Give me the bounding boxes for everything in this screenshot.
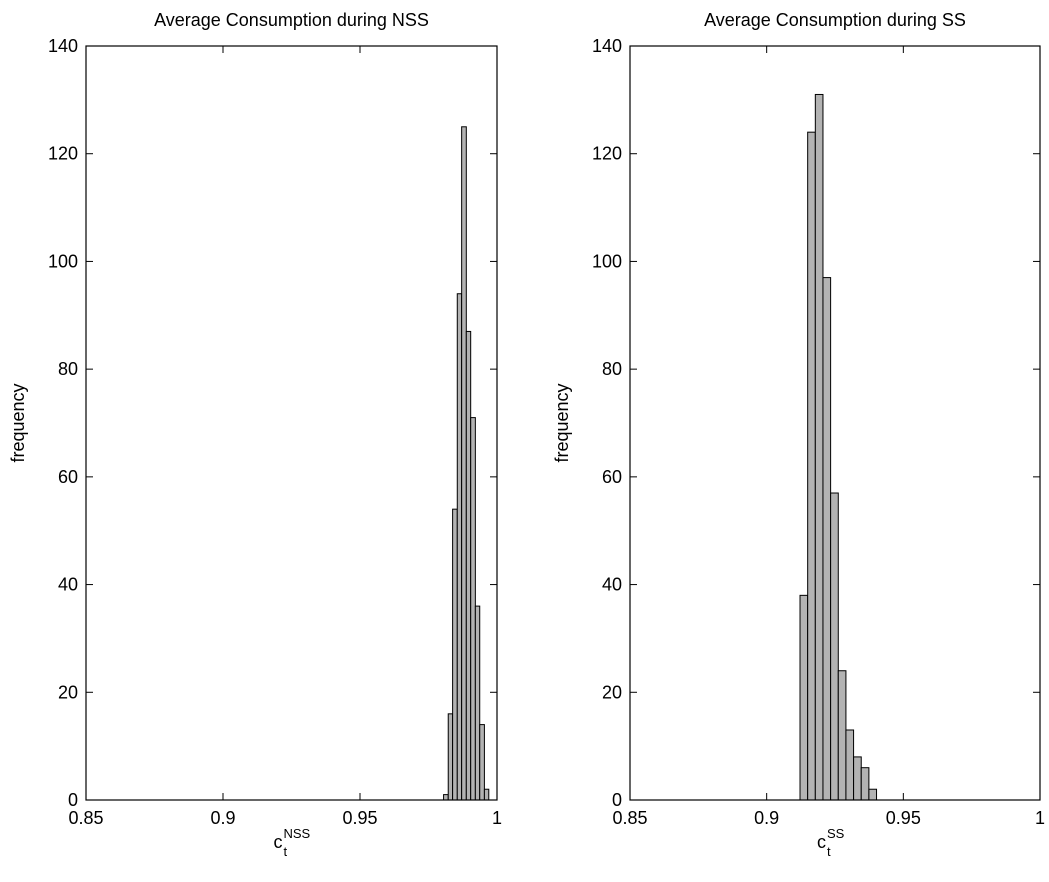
ss-histogram-panel: 0.85 0.9 0.95 1 0 20 40 60 80 100 120 140 Average Co…	[552, 10, 1045, 859]
ss-x-tick-label: 0.95	[886, 808, 921, 828]
nss-x-tick-label: 1	[492, 808, 502, 828]
ss-histogram-bar	[807, 131, 816, 801]
nss-y-tick-label: 0	[68, 790, 78, 810]
nss-histogram-bar	[474, 605, 481, 801]
nss-x-tick-label: 0.95	[342, 808, 377, 828]
ss-histogram-bar	[837, 670, 847, 801]
ss-y-tick-label: 60	[602, 467, 622, 487]
ss-y-tick-label: 140	[592, 36, 622, 56]
nss-y-tick-label: 100	[48, 251, 78, 271]
nss-histogram-bar	[465, 330, 472, 801]
ss-y-axis-label: frequency	[552, 383, 572, 462]
ss-histogram-bar	[822, 277, 832, 801]
ss-x-axis-label-sup: SS	[827, 826, 845, 841]
nss-axes-box	[85, 45, 498, 801]
ss-y-tick-label: 40	[602, 575, 622, 595]
ss-histogram-bar	[814, 93, 824, 801]
ss-y-tick-label: 0	[612, 790, 622, 810]
nss-histogram-bar	[447, 713, 454, 801]
nss-x-tick-label: 0.9	[210, 808, 235, 828]
nss-y-tick-label: 40	[58, 575, 78, 595]
ss-y-tick-label: 120	[592, 144, 622, 164]
nss-y-tick-label: 140	[48, 36, 78, 56]
nss-y-tick-label: 20	[58, 682, 78, 702]
ss-histogram-bar	[799, 594, 809, 801]
ss-y-tick-label: 80	[602, 359, 622, 379]
ss-axes-box	[629, 45, 1041, 801]
ss-y-tick-label: 20	[602, 682, 622, 702]
ss-histogram-bar	[860, 767, 870, 801]
ss-histogram-bar	[845, 729, 855, 801]
nss-y-tick-label: 80	[58, 359, 78, 379]
nss-x-tick-label: 0.85	[68, 808, 103, 828]
nss-y-tick-label: 60	[58, 467, 78, 487]
ss-chart-title: Average Consumption during SS	[704, 10, 966, 30]
ss-x-axis-label-sub: t	[827, 844, 831, 859]
ss-x-tick-label: 0.9	[754, 808, 779, 828]
nss-histogram-bar	[452, 508, 458, 801]
nss-histogram-bar	[456, 293, 463, 801]
nss-histogram-bar	[470, 417, 476, 801]
nss-histogram-bar	[483, 788, 490, 801]
ss-histogram-bar	[868, 788, 878, 801]
ss-x-tick-label: 0.85	[612, 808, 647, 828]
ss-x-axis-label-base: c	[817, 832, 826, 852]
ss-histogram-bar	[830, 492, 839, 801]
nss-x-axis-label-base: c	[274, 832, 283, 852]
nss-histogram-bar	[479, 724, 485, 801]
nss-y-tick-label: 120	[48, 144, 78, 164]
nss-histogram-bar	[461, 126, 467, 801]
ss-x-tick-label: 1	[1035, 808, 1045, 828]
nss-y-axis-label: frequency	[8, 383, 28, 462]
nss-histogram-panel: 0.85 0.9 0.95 1 0 20 40 60 80 100 120 140 Average Co…	[8, 10, 502, 859]
nss-x-axis-label-sub: t	[284, 844, 288, 859]
nss-chart-title: Average Consumption during NSS	[154, 10, 429, 30]
nss-histogram-bar	[443, 794, 449, 801]
ss-histogram-bar	[853, 756, 862, 801]
ss-y-tick-label: 100	[592, 251, 622, 271]
nss-x-axis-label-sup: NSS	[284, 826, 311, 841]
